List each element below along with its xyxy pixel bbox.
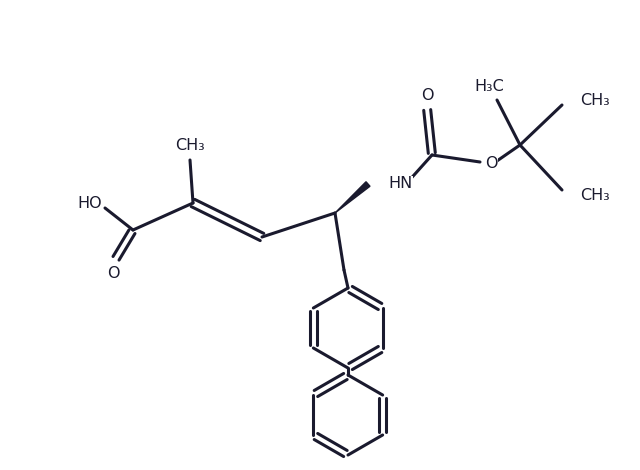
Text: H₃C: H₃C (474, 78, 504, 94)
Polygon shape (335, 182, 370, 213)
Text: HN: HN (388, 177, 412, 191)
Text: O: O (485, 157, 497, 172)
Text: CH₃: CH₃ (175, 139, 205, 154)
Text: CH₃: CH₃ (580, 188, 610, 203)
Text: O: O (420, 87, 433, 102)
Text: O: O (107, 266, 119, 282)
Text: CH₃: CH₃ (580, 93, 610, 108)
Text: HO: HO (77, 196, 102, 211)
